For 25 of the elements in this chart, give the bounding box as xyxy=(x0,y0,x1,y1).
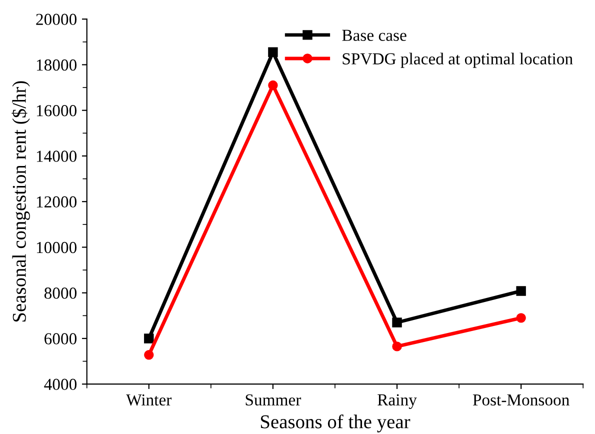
point xyxy=(144,334,154,344)
y-tick-label: 4000 xyxy=(44,378,77,390)
point xyxy=(516,286,526,296)
x-tick-label: Post-Monsoon xyxy=(472,394,570,406)
y-tick-label: 20000 xyxy=(36,14,77,26)
y-tick-label: 10000 xyxy=(36,242,77,254)
y-tick-label: 18000 xyxy=(36,59,77,71)
point xyxy=(516,313,526,323)
legend-label: Base case xyxy=(342,30,406,41)
y-tick-label: 6000 xyxy=(44,333,77,344)
x-axis-title: Seasons of the year xyxy=(260,414,410,432)
point xyxy=(268,47,278,58)
legend-label: SPVDG placed at optimal location xyxy=(342,52,573,68)
y-tick-label: 16000 xyxy=(36,105,77,116)
point xyxy=(392,318,402,328)
y-tick-label: 8000 xyxy=(44,288,77,299)
y-axis-title: Seasonal congestion rent ($/hr) xyxy=(12,81,30,322)
point xyxy=(268,80,278,90)
point xyxy=(392,342,402,352)
x-tick-label: Rainy xyxy=(378,394,417,409)
x-tick-label: Summer xyxy=(246,394,302,406)
point xyxy=(144,350,154,360)
y-tick-label: 14000 xyxy=(36,150,77,162)
x-tick-label: Winter xyxy=(126,394,172,406)
y-tick-label: 12000 xyxy=(36,196,77,208)
